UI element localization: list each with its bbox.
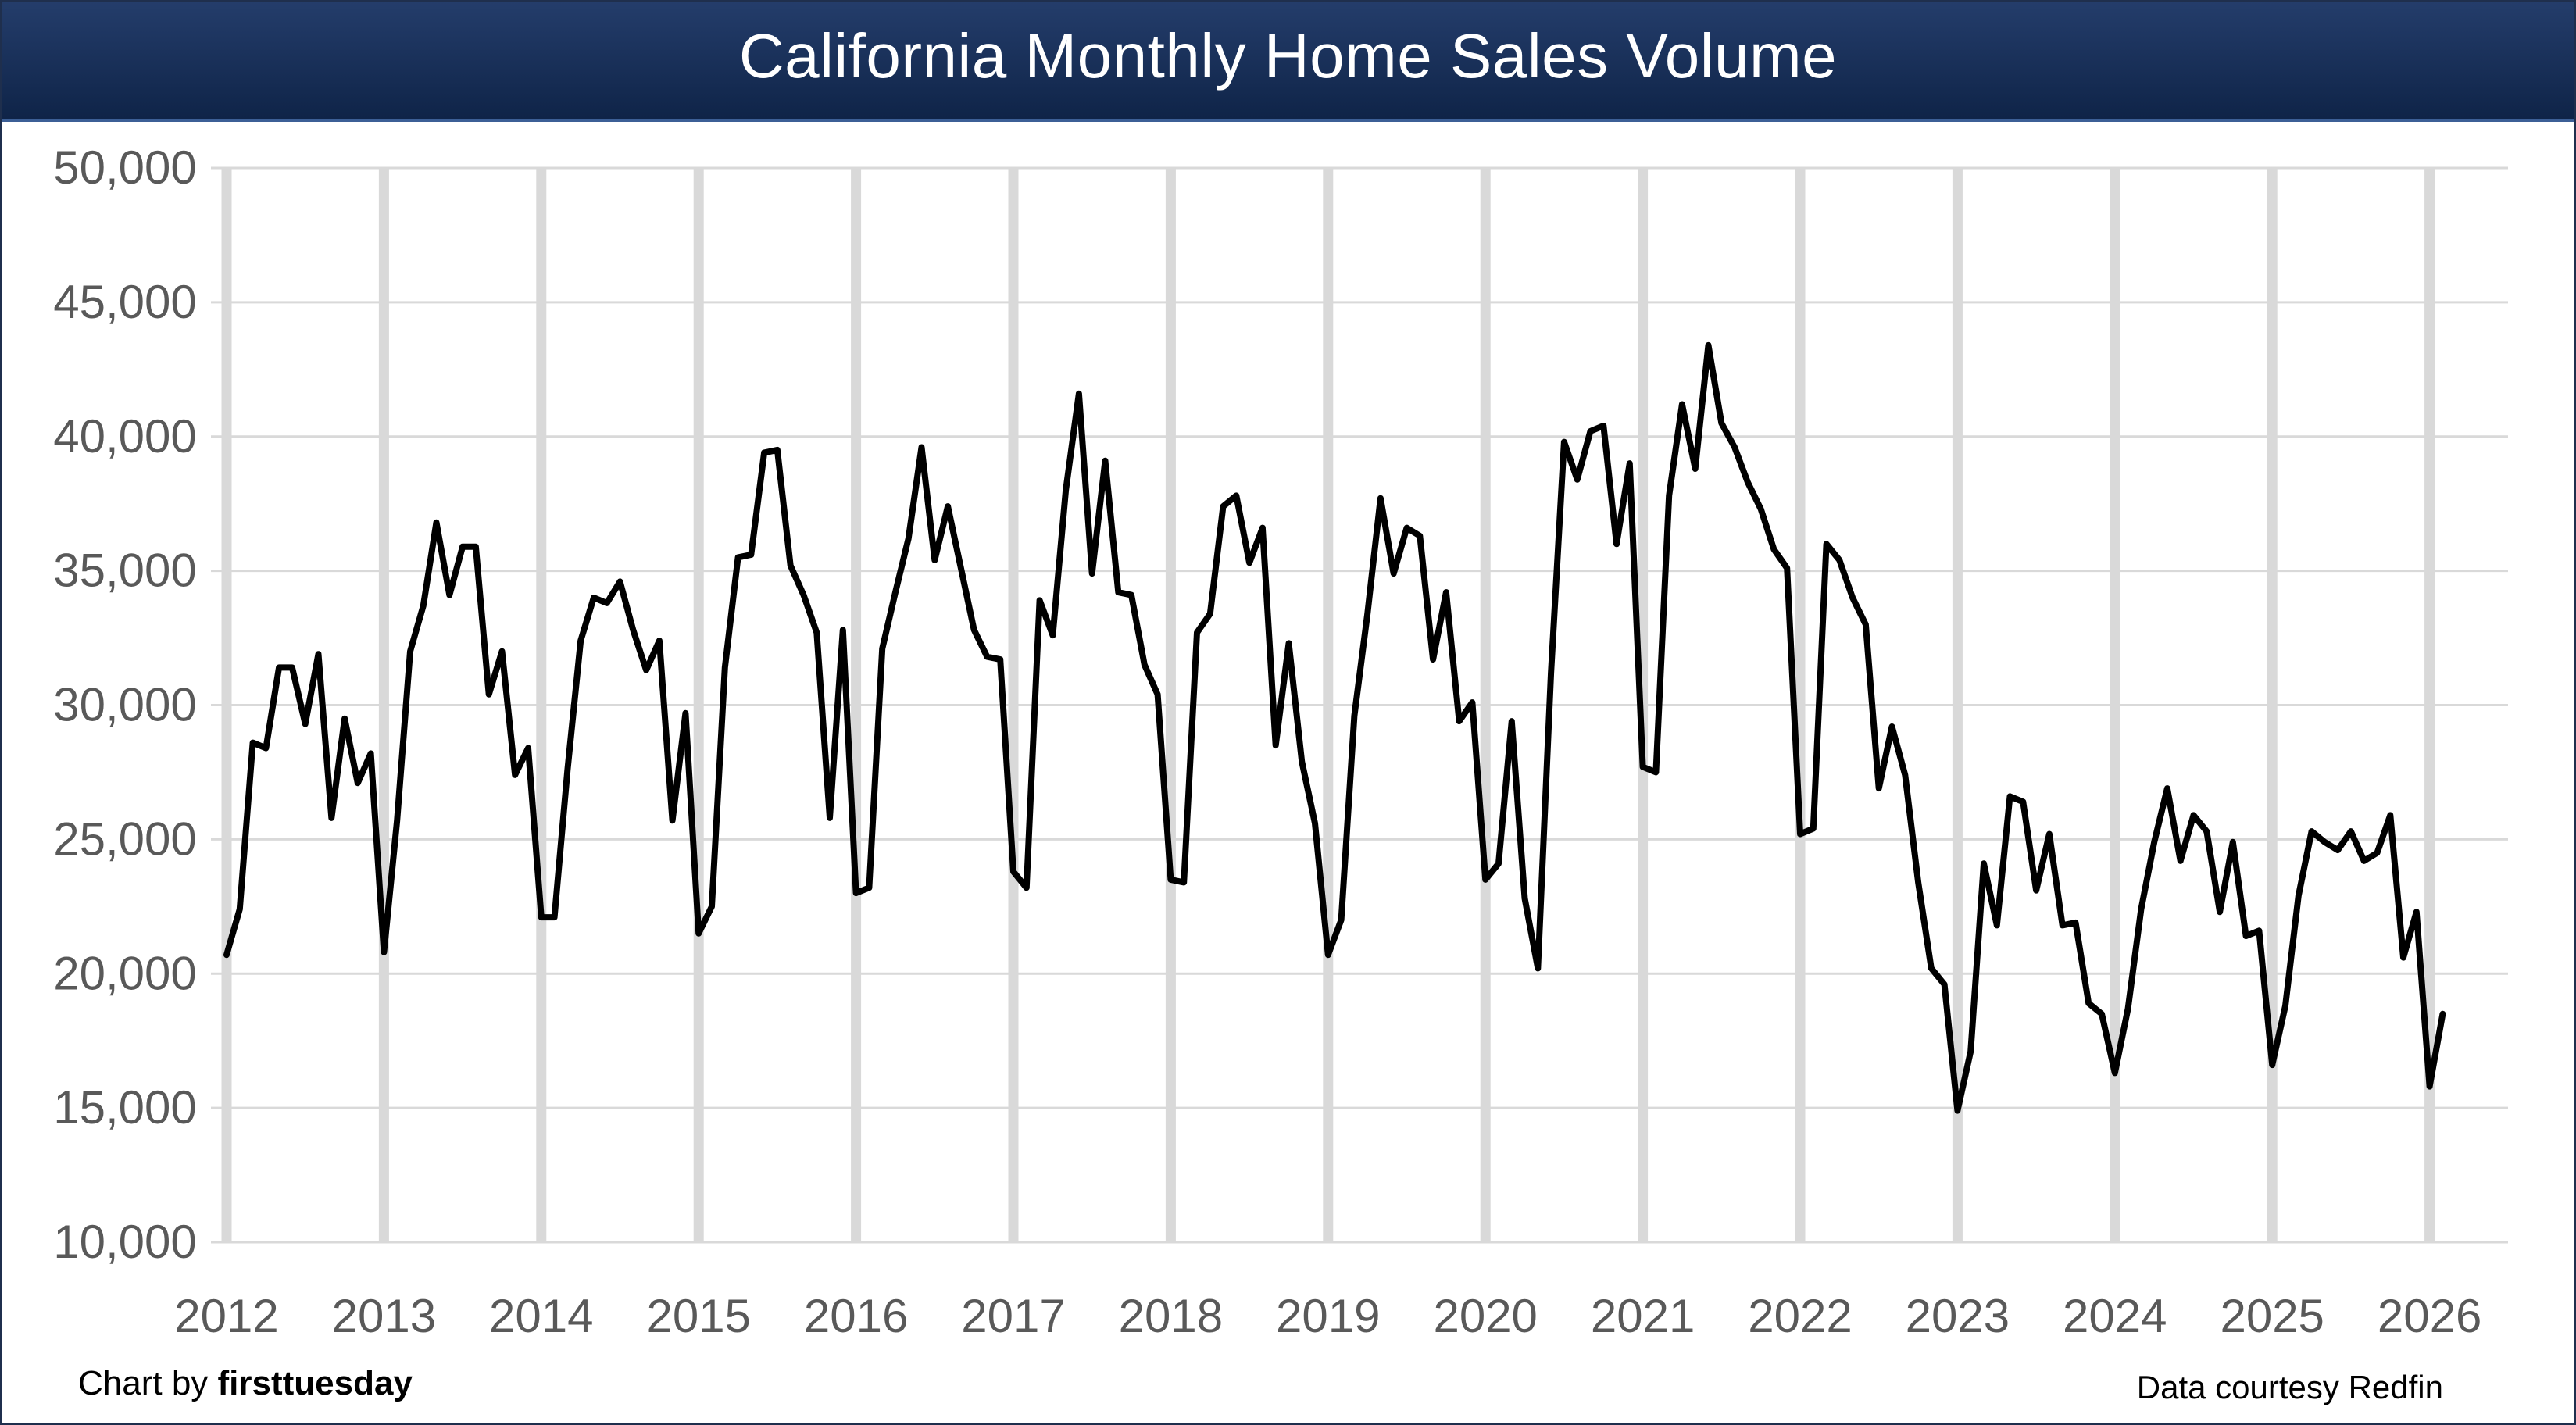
credit-brand: firsttuesday [217, 1364, 413, 1402]
x-tick-label: 2014 [489, 1290, 593, 1342]
title-bar: California Monthly Home Sales Volume [2, 2, 2574, 122]
x-tick-label: 2026 [2378, 1290, 2481, 1342]
x-tick-label: 2015 [646, 1290, 750, 1342]
x-tick-label: 2024 [2063, 1290, 2167, 1342]
y-tick-label: 50,000 [53, 141, 197, 194]
x-tick-label: 2022 [1748, 1290, 1852, 1342]
chart-credit: Chart by firsttuesday [78, 1364, 413, 1403]
y-tick-label: 40,000 [53, 410, 197, 462]
y-tick-label: 10,000 [53, 1216, 197, 1268]
x-tick-label: 2013 [332, 1290, 436, 1342]
data-source: Data courtesy Redfin [2136, 1369, 2443, 1405]
x-tick-label: 2021 [1591, 1290, 1695, 1342]
x-tick-label: 2018 [1119, 1290, 1223, 1342]
x-tick-label: 2025 [2220, 1290, 2324, 1342]
y-tick-label: 15,000 [53, 1081, 197, 1134]
x-tick-label: 2016 [804, 1290, 908, 1342]
y-tick-label: 30,000 [53, 679, 197, 731]
x-tick-label: 2023 [1906, 1290, 2010, 1342]
y-tick-label: 20,000 [53, 947, 197, 999]
x-tick-label: 2017 [961, 1290, 1065, 1342]
credit-prefix: Chart by [78, 1364, 218, 1402]
x-tick-label: 2020 [1433, 1290, 1537, 1342]
y-tick-label: 25,000 [53, 812, 197, 865]
y-tick-label: 45,000 [53, 276, 197, 328]
x-tick-label: 2019 [1276, 1290, 1380, 1342]
x-tick-label: 2012 [174, 1290, 278, 1342]
chart-title: California Monthly Home Sales Volume [738, 21, 1838, 91]
series-line [223, 341, 2446, 1114]
y-tick-label: 35,000 [53, 545, 197, 597]
